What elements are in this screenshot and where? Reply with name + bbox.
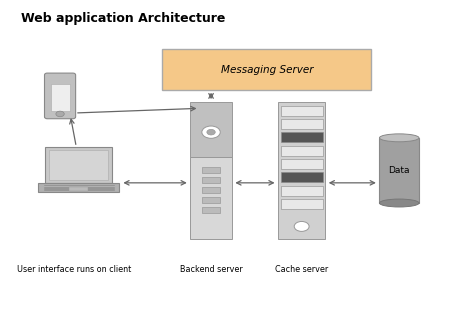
FancyBboxPatch shape [190,157,232,239]
FancyBboxPatch shape [281,186,322,196]
FancyBboxPatch shape [281,106,322,116]
FancyBboxPatch shape [281,132,322,142]
FancyBboxPatch shape [45,147,112,183]
Circle shape [207,129,215,135]
Text: Cache server: Cache server [275,265,328,274]
FancyBboxPatch shape [202,177,220,183]
FancyBboxPatch shape [202,207,220,213]
FancyBboxPatch shape [202,187,220,193]
FancyBboxPatch shape [281,173,322,182]
Text: Backend server: Backend server [180,265,242,274]
Text: Messaging Server: Messaging Server [220,64,313,75]
Text: Web application Architecture: Web application Architecture [20,12,225,25]
FancyBboxPatch shape [45,73,76,119]
FancyBboxPatch shape [281,159,322,169]
Ellipse shape [380,199,419,207]
Circle shape [202,126,220,138]
FancyBboxPatch shape [190,102,232,157]
FancyBboxPatch shape [281,146,322,156]
Text: Data: Data [389,166,410,175]
FancyBboxPatch shape [49,149,108,180]
Text: User interface runs on client: User interface runs on client [17,265,131,274]
FancyBboxPatch shape [38,183,119,191]
FancyBboxPatch shape [380,138,419,203]
Circle shape [294,222,309,231]
FancyBboxPatch shape [281,199,322,209]
FancyBboxPatch shape [162,49,371,90]
Circle shape [56,111,64,117]
FancyBboxPatch shape [202,167,220,173]
FancyBboxPatch shape [51,84,70,111]
FancyBboxPatch shape [202,197,220,203]
FancyBboxPatch shape [278,102,325,239]
FancyBboxPatch shape [69,187,88,191]
Ellipse shape [380,134,419,142]
FancyBboxPatch shape [281,119,322,129]
